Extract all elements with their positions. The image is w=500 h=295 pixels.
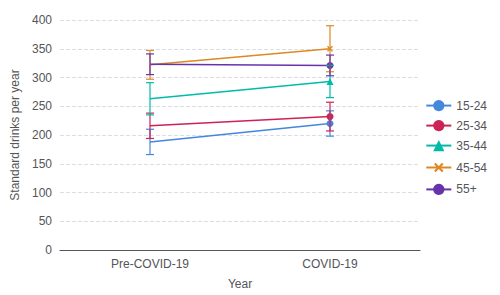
svg-text:400: 400	[32, 13, 52, 27]
svg-text:100: 100	[32, 186, 52, 200]
svg-text:Standard drinks per year: Standard drinks per year	[8, 69, 22, 200]
svg-text:55+: 55+	[456, 182, 476, 196]
svg-text:45-54: 45-54	[456, 161, 487, 175]
svg-text:350: 350	[32, 42, 52, 56]
svg-text:0: 0	[45, 243, 52, 257]
svg-text:200: 200	[32, 128, 52, 142]
svg-text:Pre-COVID-19: Pre-COVID-19	[111, 257, 189, 271]
svg-text:Year: Year	[228, 277, 252, 291]
svg-text:50: 50	[39, 214, 53, 228]
svg-text:35-44: 35-44	[456, 139, 487, 153]
svg-text:25-34: 25-34	[456, 119, 487, 133]
svg-text:150: 150	[32, 157, 52, 171]
svg-text:15-24: 15-24	[456, 99, 487, 113]
svg-text:250: 250	[32, 99, 52, 113]
svg-text:COVID-19: COVID-19	[302, 257, 358, 271]
svg-text:300: 300	[32, 71, 52, 85]
